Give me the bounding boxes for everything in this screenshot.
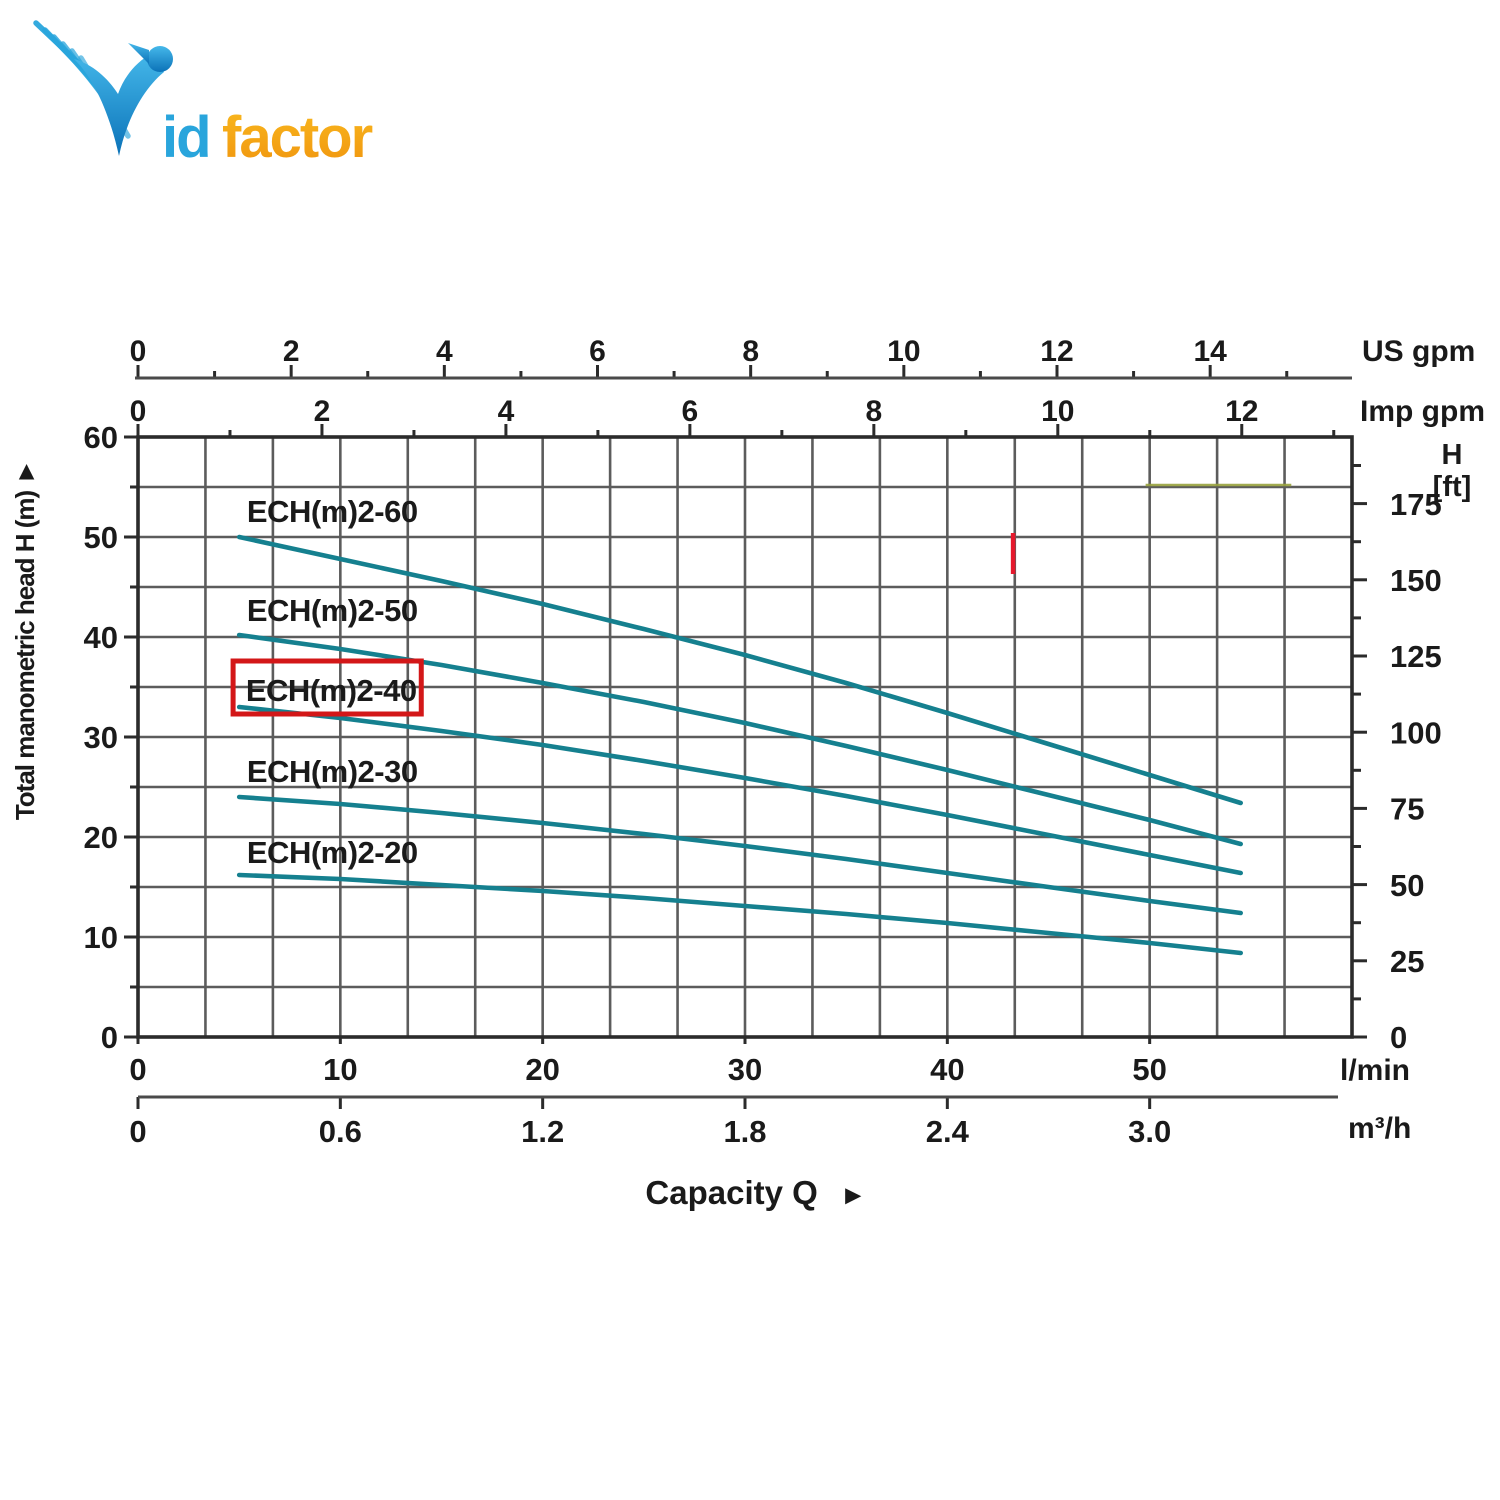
y-ft-tick-label: 50: [1390, 868, 1424, 903]
x-lmin-unit: l/min: [1340, 1054, 1410, 1087]
x-usgpm-tick-label: 12: [1040, 335, 1073, 368]
capacity-arrow-icon: ►: [840, 1180, 867, 1210]
curve-label-ech-m-2-50: ECH(m)2-50: [247, 593, 418, 628]
x-lmin-tick-label: 40: [930, 1052, 964, 1087]
logo-text-id: id: [162, 105, 210, 170]
bird-head: [147, 46, 173, 72]
x-usgpm-tick-label: 4: [436, 335, 453, 368]
x-usgpm-tick-label: 6: [589, 335, 606, 368]
x-usgpm-tick-label: 2: [283, 335, 300, 368]
y-ft-unit-h: H: [1442, 439, 1463, 471]
curve-ech-m-2-30: [236, 794, 1243, 916]
x-impgpm-tick-label: 2: [314, 395, 331, 428]
x-impgpm-tick-label: 6: [682, 395, 699, 428]
bird-beak-icon: [128, 43, 149, 64]
y-ft-tick-label: 100: [1390, 715, 1442, 750]
y-ft-tick-label: 150: [1390, 563, 1442, 598]
y-m-tick-label: 20: [84, 820, 118, 855]
x-impgpm-tick-label: 0: [130, 395, 147, 428]
x-m3h-tick-label: 0.6: [319, 1114, 362, 1149]
curve-ech-m-2-20: [236, 872, 1243, 956]
x-impgpm-tick-label: 4: [498, 395, 515, 428]
y-ft-tick-label: 175: [1390, 487, 1442, 522]
curve-label-ech-m-2-20: ECH(m)2-20: [247, 835, 418, 870]
x-m3h-tick-label: 1.2: [521, 1114, 564, 1149]
y-ft-tick-label: 125: [1390, 639, 1442, 674]
x-m3h-tick-label: 3.0: [1128, 1114, 1171, 1149]
x-impgpm-unit: Imp gpm: [1360, 395, 1485, 428]
x-lmin-tick-label: 50: [1132, 1052, 1166, 1087]
x-impgpm-tick-label: 10: [1041, 395, 1074, 428]
x-axis-title: Capacity Q ►: [645, 1174, 866, 1211]
bird-icon: [33, 20, 173, 156]
y-ft-tick-label: 75: [1390, 792, 1424, 827]
y-ft-unit-ft: [ft]: [1433, 471, 1472, 503]
x-m3h-tick-label: 1.8: [723, 1114, 766, 1149]
logo-text-factor: factor: [222, 105, 373, 170]
highlight-box-ech-m-2-40: [230, 658, 424, 717]
y-m-tick-label: 60: [84, 420, 118, 455]
y-m-tick-label: 30: [84, 720, 118, 755]
curve-label-ech-m-2-60: ECH(m)2-60: [247, 494, 418, 529]
x-usgpm-tick-label: 14: [1193, 335, 1227, 368]
y-ft-tick-label: 25: [1390, 944, 1424, 979]
x-lmin-tick-label: 30: [728, 1052, 762, 1087]
curve-ech-m-2-60: [236, 534, 1243, 806]
curve-label-ech-m-2-40: ECH(m)2-40: [246, 673, 417, 708]
y-m-tick-label: 40: [84, 620, 118, 655]
y-m-tick-label: 10: [84, 920, 118, 955]
curve-ech-m-2-50: [236, 632, 1243, 847]
x-usgpm-unit: US gpm: [1362, 335, 1475, 368]
bird-body: [74, 53, 164, 156]
grid: [138, 437, 1352, 1037]
x-m3h-tick-label: 2.4: [926, 1114, 970, 1149]
y-m-tick-label: 0: [101, 1020, 118, 1055]
vidfactor-logo: id factor: [33, 20, 375, 170]
x-impgpm-tick-label: 8: [866, 395, 883, 428]
y-axis-title: Total manometric head H (m) ►: [10, 460, 40, 820]
x-lmin-tick-label: 10: [323, 1052, 357, 1087]
x-m3h-unit: m³/h: [1348, 1112, 1411, 1145]
x-lmin-tick-label: 0: [129, 1052, 146, 1087]
x-lmin-tick-label: 20: [525, 1052, 559, 1087]
x-usgpm-tick-label: 8: [742, 335, 759, 368]
x-usgpm-tick-label: 0: [130, 335, 147, 368]
x-m3h-tick-label: 0: [129, 1114, 146, 1149]
y-m-tick-label: 50: [84, 520, 118, 555]
x-usgpm-tick-label: 10: [887, 335, 920, 368]
y-ft-tick-label: 0: [1390, 1020, 1407, 1055]
curve-ech-m-2-40: [236, 704, 1243, 876]
curve-label-ech-m-2-30: ECH(m)2-30: [247, 754, 418, 789]
x-impgpm-tick-label: 12: [1225, 395, 1258, 428]
